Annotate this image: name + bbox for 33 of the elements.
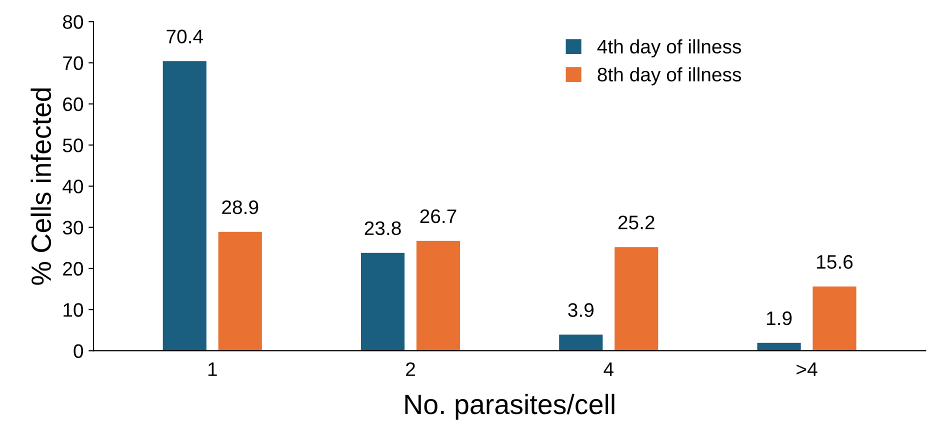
x-tick-label: 4 [604,362,614,376]
bar [162,61,206,351]
bar [360,252,405,351]
legend-label: 4th day of illness [597,39,742,58]
bar [757,342,801,351]
bar [812,286,856,351]
x-tick-label: 1 [208,362,217,376]
y-tick-label: 60 [63,97,84,112]
x-axis-title: No. parasites/cell [405,394,614,420]
y-tick-label: 40 [62,180,84,194]
y-tick-label: 50 [62,138,84,152]
bar [614,247,658,351]
y-tick-label: 0 [74,344,84,358]
bar [559,334,603,351]
data-label: 1.9 [767,311,792,326]
x-tick-label: 2 [406,362,415,376]
data-label: 28.9 [222,200,258,214]
data-label: 25.2 [618,216,654,230]
data-label: 23.8 [364,221,401,236]
y-tick-label: 70 [63,56,84,70]
bar [416,240,460,351]
data-label: 15.6 [817,255,853,269]
legend-label: 8th day of illness [598,67,742,86]
data-label: 26.7 [420,209,456,224]
data-label: 70.4 [166,30,203,44]
y-tick-label: 10 [64,303,84,317]
y-tick-label: 30 [62,220,84,235]
y-tick-label: 80 [62,15,84,29]
data-label: 3.9 [568,303,594,317]
x-tick-label: >4 [796,362,818,376]
y-axis-title: % Cells infected [30,88,52,285]
y-tick-label: 20 [63,262,84,276]
bar [218,232,262,351]
